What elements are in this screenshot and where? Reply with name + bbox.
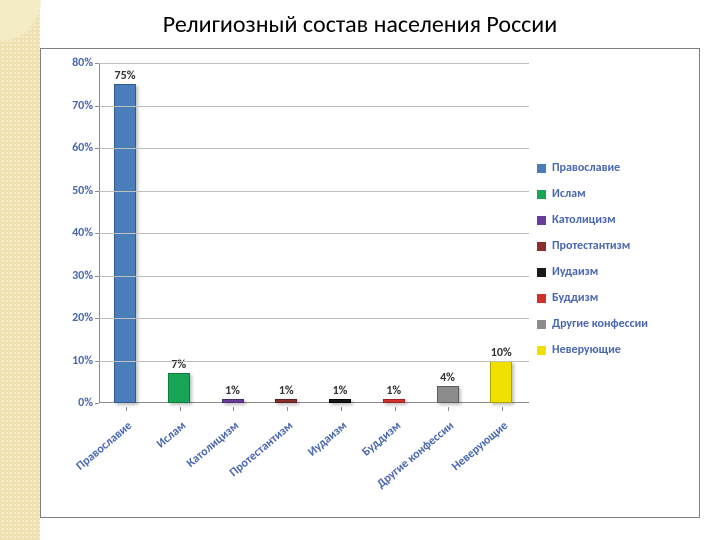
decorative-left-strip <box>0 0 40 540</box>
bar-value-label: 1% <box>386 384 401 398</box>
x-tick-mark <box>448 407 449 411</box>
x-axis-labels: ПравославиеИсламКатолицизмПротестантизмИ… <box>99 407 529 507</box>
legend-swatch <box>537 346 546 355</box>
y-tick-label: 10% <box>72 354 93 368</box>
y-tick-label: 60% <box>72 141 93 155</box>
y-tick-label: 70% <box>72 99 93 113</box>
bar: 1% <box>275 399 297 403</box>
legend-item: Буддизм <box>537 291 687 305</box>
plot-area: 75%7%1%1%1%1%4%10% 0%10%20%30%40%50%60%7… <box>99 63 529 403</box>
chart-container: 75%7%1%1%1%1%4%10% 0%10%20%30%40%50%60%7… <box>40 48 700 518</box>
legend-swatch <box>537 216 546 225</box>
x-axis-label: Иудаизм <box>305 419 349 460</box>
grid-line <box>99 318 529 319</box>
grid-line <box>99 106 529 107</box>
grid-line <box>99 148 529 149</box>
x-tick-mark <box>180 407 181 411</box>
y-tick-label: 40% <box>72 226 93 240</box>
bar: 1% <box>329 399 351 403</box>
legend-swatch <box>537 320 546 329</box>
legend-swatch <box>537 164 546 173</box>
grid-line <box>99 276 529 277</box>
y-tick-mark <box>95 63 99 64</box>
bar: 4% <box>437 386 459 403</box>
y-tick-label: 0% <box>78 396 93 410</box>
x-tick-mark <box>395 407 396 411</box>
x-tick-mark <box>341 407 342 411</box>
y-tick-label: 50% <box>72 184 93 198</box>
bar-value-label: 75% <box>115 69 136 83</box>
y-tick-mark <box>95 233 99 234</box>
y-tick-mark <box>95 148 99 149</box>
bar: 1% <box>222 399 244 403</box>
bar-value-label: 1% <box>333 384 348 398</box>
x-axis-label: Православие <box>74 419 135 474</box>
legend-swatch <box>537 268 546 277</box>
x-axis-label: Буддизм <box>359 419 403 459</box>
x-axis-label: Ислам <box>154 419 189 451</box>
y-tick-mark <box>95 106 99 107</box>
x-tick-mark <box>502 407 503 411</box>
legend-swatch <box>537 294 546 303</box>
legend-label: Ислам <box>552 187 586 201</box>
legend-swatch <box>537 190 546 199</box>
legend-item: Православие <box>537 161 687 175</box>
bar-value-label: 10% <box>491 346 512 360</box>
x-tick-mark <box>126 407 127 411</box>
y-tick-mark <box>95 318 99 319</box>
y-tick-mark <box>95 361 99 362</box>
slide-title: Религиозный состав населения России <box>0 10 720 39</box>
x-axis-label: Неверующие <box>449 419 511 474</box>
bar-value-label: 1% <box>279 384 294 398</box>
slide: Религиозный состав населения России 75%7… <box>0 0 720 540</box>
legend-label: Буддизм <box>552 291 598 305</box>
grid-line <box>99 63 529 64</box>
grid-line <box>99 191 529 192</box>
x-tick-mark <box>233 407 234 411</box>
bar: 1% <box>383 399 405 403</box>
legend-label: Протестантизм <box>552 239 630 253</box>
legend-label: Католицизм <box>552 213 616 227</box>
legend: Православие Ислам Католицизм Протестантизм И… <box>537 161 687 369</box>
bar: 75% <box>114 84 136 403</box>
y-tick-label: 80% <box>72 56 93 70</box>
bar: 10% <box>490 361 512 404</box>
legend-item: Ислам <box>537 187 687 201</box>
legend-label: Иудаизм <box>552 265 598 279</box>
legend-item: Неверующие <box>537 343 687 357</box>
legend-label: Православие <box>552 161 620 175</box>
y-tick-mark <box>95 191 99 192</box>
x-tick-mark <box>287 407 288 411</box>
bar-value-label: 4% <box>440 371 455 385</box>
legend-item: Другие конфессии <box>537 317 687 331</box>
legend-item: Иудаизм <box>537 265 687 279</box>
legend-item: Католицизм <box>537 213 687 227</box>
y-tick-label: 30% <box>72 269 93 283</box>
legend-swatch <box>537 242 546 251</box>
y-tick-mark <box>95 403 99 404</box>
legend-label: Другие конфессии <box>552 317 648 331</box>
bar-value-label: 1% <box>225 384 240 398</box>
y-tick-label: 20% <box>72 311 93 325</box>
legend-item: Протестантизм <box>537 239 687 253</box>
legend-label: Неверующие <box>552 343 621 357</box>
y-tick-mark <box>95 276 99 277</box>
bar: 7% <box>168 373 190 403</box>
grid-line <box>99 233 529 234</box>
grid-line <box>99 361 529 362</box>
